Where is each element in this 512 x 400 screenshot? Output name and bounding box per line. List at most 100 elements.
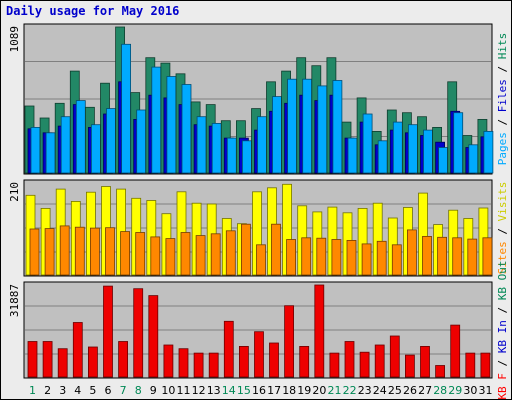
bar-pages <box>453 112 464 174</box>
y-max-label: 31887 <box>8 284 21 317</box>
bar-sites <box>271 223 281 276</box>
bar-sites <box>391 244 402 276</box>
bar-sites <box>301 237 312 276</box>
legend-entry: / <box>496 300 509 320</box>
legend-entry: / <box>496 221 509 241</box>
bar-sites <box>346 239 357 276</box>
day-label: 13 <box>207 384 221 397</box>
bar-pages <box>136 109 147 174</box>
bar-sites <box>44 228 55 276</box>
day-label: 26 <box>403 384 417 397</box>
bar-kb-f <box>344 341 355 378</box>
panel-hits-files-pages: 1089 Pages / Files / Hits <box>8 23 509 175</box>
bar-pages <box>121 43 131 174</box>
bar-pages <box>407 124 418 174</box>
bar-kb-f <box>133 288 144 378</box>
bar-sites <box>105 227 115 276</box>
legend-entry: Files <box>496 79 509 112</box>
legend-entry: / <box>496 353 509 373</box>
bar-sites <box>406 229 417 276</box>
day-label: 17 <box>267 384 281 397</box>
bar-sites <box>29 228 40 276</box>
bar-kb-f <box>208 352 219 378</box>
bar-pages <box>45 132 56 174</box>
bar-sites <box>240 223 251 276</box>
bar-kb-f <box>72 322 83 378</box>
bar-pages <box>181 84 192 174</box>
day-label: 3 <box>59 384 66 397</box>
day-label: 19 <box>297 384 311 397</box>
bar-sites <box>361 243 372 276</box>
day-label: 11 <box>177 384 191 397</box>
bar-kb-f <box>480 352 491 378</box>
bar-sites <box>90 227 100 276</box>
bar-sites <box>467 238 478 276</box>
day-label: 7 <box>120 384 127 397</box>
bar-kb-f <box>404 354 415 378</box>
legend-label: KB F / KB In / KB Out <box>496 260 509 399</box>
bar-kb-f <box>118 341 128 378</box>
day-label: 9 <box>150 384 157 397</box>
legend-label: Pages / Files / Hits <box>496 33 509 166</box>
bar-pages <box>287 78 298 174</box>
bar-sites <box>452 237 463 276</box>
bar-kb-f <box>374 344 385 378</box>
bar-pages <box>302 78 313 174</box>
bar-pages <box>60 116 71 174</box>
chart-title: Daily usage for May 2016 <box>6 4 180 18</box>
bar-sites <box>150 236 161 276</box>
bar-sites <box>482 237 493 276</box>
bar-pages <box>332 80 343 174</box>
day-label: 23 <box>358 384 372 397</box>
bar-kb-f <box>254 331 264 378</box>
legend-entry: Visits <box>496 182 509 222</box>
bar-kb-f <box>163 344 174 378</box>
bar-sites <box>286 239 297 276</box>
bar-sites <box>120 231 130 276</box>
legend-entry: / <box>496 59 509 79</box>
bar-pages <box>317 85 328 174</box>
bar-kb-f <box>223 320 234 378</box>
bar-sites <box>316 237 327 276</box>
day-label: 25 <box>388 384 402 397</box>
bar-sites <box>210 233 221 276</box>
day-label: 5 <box>89 384 96 397</box>
bar-pages <box>362 113 373 174</box>
bar-sites <box>331 239 342 276</box>
day-label: 2 <box>44 384 51 397</box>
bar-kb-f <box>465 352 476 378</box>
day-label: 24 <box>373 384 387 397</box>
day-label: 22 <box>343 384 357 397</box>
bar-sites <box>256 244 266 276</box>
bar-kb-f <box>420 345 430 378</box>
bar-pages <box>468 144 479 174</box>
bar-pages <box>196 116 207 174</box>
legend-entry: / <box>496 112 509 132</box>
bar-sites <box>180 232 191 276</box>
day-label: 12 <box>192 384 206 397</box>
bar-pages <box>241 140 252 174</box>
bar-kb-f <box>103 285 113 378</box>
bar-pages <box>106 108 116 174</box>
day-label: 8 <box>135 384 142 397</box>
y-max-label: 210 <box>8 182 21 202</box>
bar-sites <box>135 232 146 276</box>
bar-pages <box>392 121 403 174</box>
bar-kb-f <box>299 345 310 378</box>
legend-entry: Pages <box>496 132 509 165</box>
panel-kb: 31887 KB F / KB In / KB Out <box>8 260 509 399</box>
bar-pages <box>91 124 101 174</box>
bar-pages <box>211 123 222 174</box>
day-label: 10 <box>161 384 175 397</box>
bar-kb-f <box>193 352 204 378</box>
bar-sites <box>59 225 70 276</box>
bar-kb-f <box>269 342 279 378</box>
day-label: 6 <box>105 384 112 397</box>
bar-pages <box>347 137 358 174</box>
day-label: 31 <box>479 384 493 397</box>
day-label: 21 <box>328 384 342 397</box>
bar-kb-f <box>450 324 461 378</box>
bar-sites <box>437 236 448 276</box>
bar-kb-f <box>238 345 249 378</box>
bar-sites <box>225 230 236 276</box>
